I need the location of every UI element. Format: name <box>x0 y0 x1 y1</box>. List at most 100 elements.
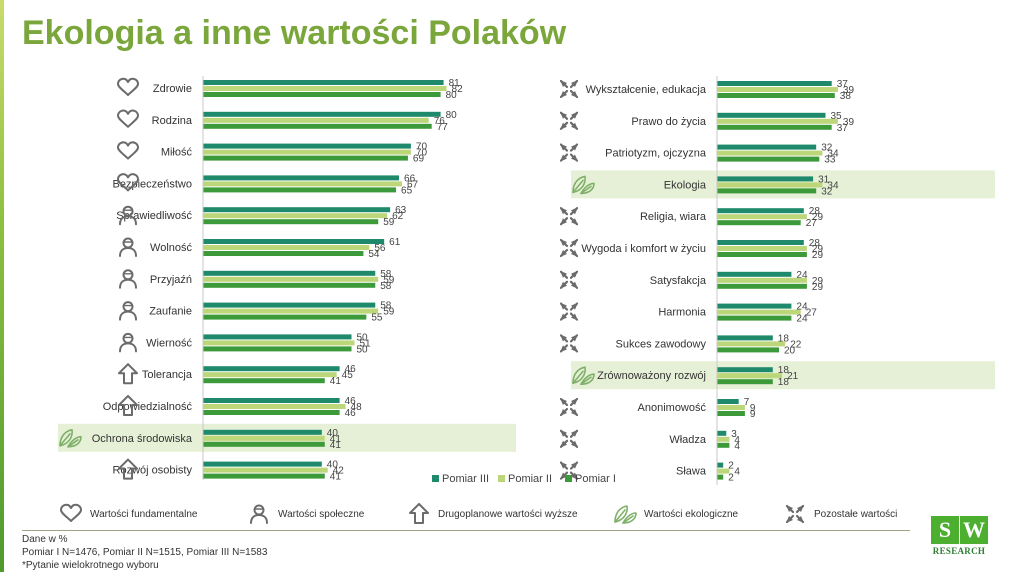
bar <box>203 149 411 155</box>
bar <box>203 251 364 256</box>
data-label: 3 <box>731 429 737 440</box>
data-label: 41 <box>330 434 342 445</box>
data-label: 46 <box>345 408 357 419</box>
data-label: 29 <box>812 276 824 287</box>
data-label: 18 <box>778 377 790 388</box>
note-samples: Pomiar I N=1476, Pomiar II N=1515, Pomia… <box>22 547 268 558</box>
bar <box>717 347 779 353</box>
bar <box>203 346 352 352</box>
data-label: 32 <box>821 143 833 154</box>
bar <box>717 283 807 289</box>
data-label: 33 <box>824 155 836 166</box>
arrows-in-icon <box>559 334 579 353</box>
data-label: 20 <box>784 345 796 356</box>
data-label: 41 <box>330 376 342 387</box>
category-label: Władza <box>669 434 707 446</box>
data-label: 58 <box>380 281 392 292</box>
leaf-icon <box>612 503 638 525</box>
data-label: 59 <box>383 275 395 286</box>
category-label: Tolerancja <box>142 369 193 381</box>
legend-pozostale: Pozostałe wartości <box>782 503 897 525</box>
data-label: 48 <box>351 402 363 413</box>
note-multiple-choice: *Pytanie wielokrotnego wyboru <box>22 560 159 571</box>
legend-label: Pomiar I <box>575 473 616 485</box>
person-icon <box>246 503 272 525</box>
series-legend: Pomiar III Pomiar II Pomiar I <box>432 473 616 485</box>
bar <box>717 436 730 442</box>
bar <box>717 150 823 156</box>
data-label: 70 <box>416 142 428 153</box>
bar <box>203 282 376 288</box>
data-label: 76 <box>434 116 446 127</box>
data-label: 41 <box>330 440 342 451</box>
data-label: 67 <box>407 179 419 190</box>
bar <box>203 461 322 467</box>
row-slawa: Sława 242 <box>559 461 740 484</box>
data-label: 34 <box>827 149 839 160</box>
data-label: 58 <box>380 269 392 280</box>
arrows-in-icon <box>559 111 579 130</box>
bar <box>717 252 807 257</box>
data-label: 32 <box>821 186 833 197</box>
data-label: 45 <box>342 370 354 381</box>
bar <box>717 462 724 468</box>
highlight-band <box>571 361 995 390</box>
bar <box>717 367 773 373</box>
data-label: 50 <box>357 332 369 343</box>
data-label: 37 <box>837 79 849 90</box>
bar <box>717 81 832 86</box>
bar <box>717 373 783 379</box>
logo-s: S <box>931 516 959 544</box>
category-label: Anonimowość <box>638 402 707 414</box>
data-label: 59 <box>383 307 395 318</box>
row-wladza: Władza 344 <box>559 429 740 452</box>
category-label: Patriotyzm, ojczyzna <box>605 148 707 160</box>
bar <box>717 176 814 182</box>
bar <box>203 334 352 340</box>
data-label: 69 <box>413 154 425 165</box>
data-label: 65 <box>401 185 413 196</box>
bar <box>203 429 322 435</box>
bar <box>203 366 340 372</box>
category-label: Satysfakcja <box>650 275 707 287</box>
data-label: 27 <box>806 308 818 319</box>
bar <box>717 341 786 347</box>
bar <box>717 156 820 162</box>
data-label: 41 <box>330 472 342 483</box>
category-label: Sława <box>676 466 707 478</box>
category-label: Rodzina <box>152 115 193 127</box>
data-label: 37 <box>837 123 849 134</box>
bar <box>717 124 832 130</box>
bar <box>203 219 379 225</box>
bar <box>717 220 801 226</box>
arrows-in-icon <box>559 143 579 162</box>
data-label: 70 <box>416 148 428 159</box>
data-label: 58 <box>380 301 392 312</box>
bar <box>717 214 807 220</box>
bar <box>203 181 402 187</box>
arrow-up-icon <box>118 395 138 416</box>
data-label: 29 <box>812 244 824 255</box>
data-label: 54 <box>368 249 380 260</box>
arrows-in-icon <box>559 238 579 258</box>
legend-label: Pomiar II <box>508 473 552 485</box>
logo-text: RESEARCH <box>932 546 986 556</box>
bar <box>717 118 838 124</box>
leaf-icon <box>59 428 82 448</box>
legend-label: Drugoplanowe wartości wyższe <box>438 508 578 520</box>
data-label: 50 <box>357 344 369 355</box>
data-label: 24 <box>796 270 808 281</box>
legend-drugoplanowe: Drugoplanowe wartości wyższe <box>406 503 578 525</box>
category-label: Wygoda i komfort w życiu <box>581 243 706 255</box>
data-label: 4 <box>734 435 740 446</box>
arrow-up-icon <box>409 503 429 524</box>
